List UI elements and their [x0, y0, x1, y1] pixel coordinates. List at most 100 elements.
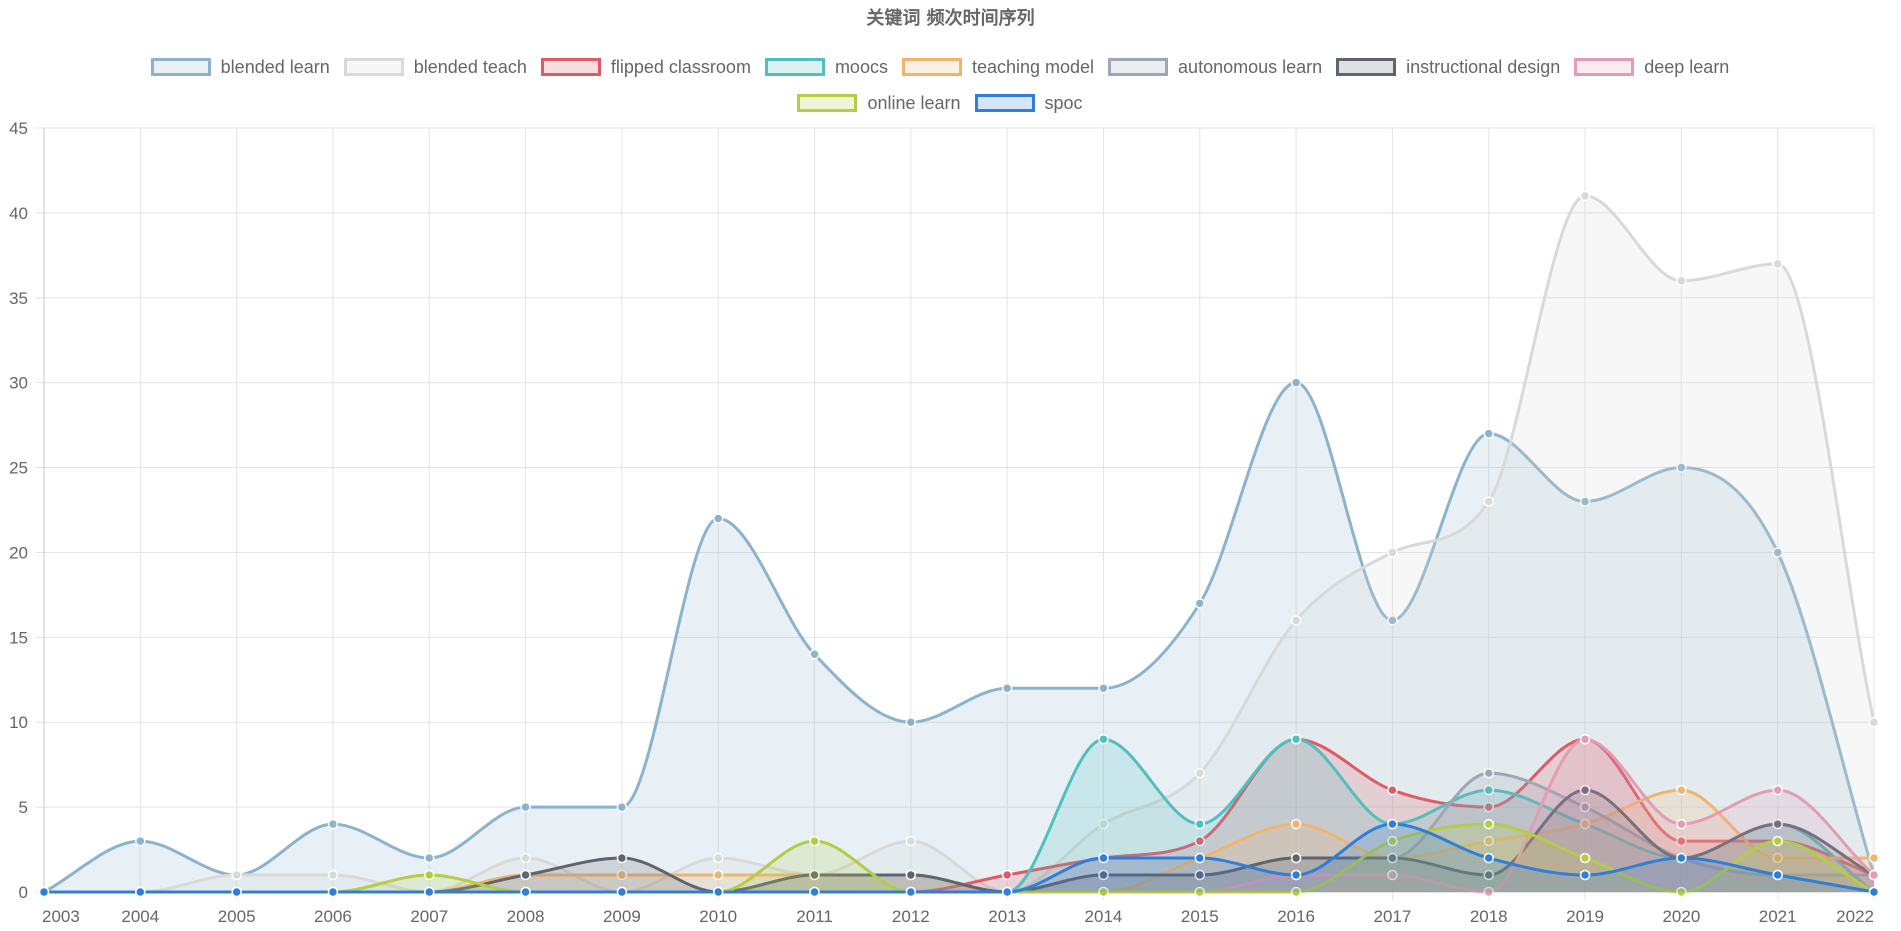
data-point-spoc	[712, 886, 724, 898]
data-point-deep-learn	[1483, 886, 1494, 898]
legend-swatch	[974, 94, 1035, 112]
data-point-instructional-design	[1579, 784, 1591, 796]
data-point-blended-teach	[520, 852, 531, 864]
data-point-moocs	[1290, 733, 1302, 745]
series-area-deep-learn	[44, 739, 1874, 892]
data-point-moocs	[1483, 784, 1494, 796]
data-point-online-learn	[1676, 886, 1687, 898]
x-tick-label: 2003	[42, 907, 80, 926]
series-area-instructional-design	[44, 790, 1874, 892]
data-point-flipped-classroom	[1387, 784, 1398, 796]
data-point-instructional-design	[1290, 852, 1302, 864]
data-point-online-learn	[1483, 818, 1494, 830]
legend-label: instructional design	[1406, 56, 1561, 77]
data-point-moocs	[1098, 733, 1109, 745]
data-point-blended-learn	[712, 513, 724, 524]
data-point-blended-learn	[1387, 615, 1398, 626]
data-point-online-learn	[1194, 886, 1206, 898]
legend-item-deep-learn[interactable]: deep learn	[1574, 54, 1729, 80]
legend-label: flipped classroom	[610, 56, 751, 77]
data-point-teaching-model	[712, 869, 724, 881]
data-point-teaching-model	[1676, 784, 1687, 796]
data-point-instructional-design	[809, 869, 820, 881]
x-tick-label: 2006	[314, 907, 352, 926]
data-point-online-learn	[1098, 886, 1109, 898]
legend-label: online learn	[867, 92, 961, 113]
data-point-teaching-model	[1483, 835, 1494, 847]
data-point-blended-learn	[327, 818, 339, 830]
data-point-blended-teach	[1579, 190, 1591, 202]
data-point-blended-learn	[616, 801, 628, 813]
data-point-instructional-design	[616, 852, 628, 864]
legend-item-flipped-classroom[interactable]: flipped classroom	[540, 54, 751, 80]
data-point-blended-learn	[809, 649, 820, 660]
data-point-online-learn	[809, 835, 820, 847]
x-tick-label: 2008	[507, 907, 545, 926]
x-tick-label: 2015	[1181, 907, 1219, 926]
data-point-instructional-design	[520, 869, 531, 881]
series-area-teaching-model	[44, 790, 1874, 892]
data-point-instructional-design	[1098, 869, 1109, 881]
data-point-spoc	[520, 886, 531, 898]
data-point-teaching-model	[1579, 818, 1591, 830]
x-tick-label: 2018	[1470, 907, 1508, 926]
data-point-instructional-design	[905, 869, 917, 881]
data-point-flipped-classroom	[1194, 835, 1206, 847]
legend-item-online-learn[interactable]: online learn	[797, 90, 961, 116]
legend-item-spoc[interactable]: spoc	[974, 90, 1083, 116]
data-point-spoc	[1194, 852, 1206, 864]
x-tick-label: 2022	[1836, 907, 1874, 926]
data-point-spoc	[1001, 886, 1013, 898]
legend-swatch	[540, 58, 601, 76]
data-point-teaching-model	[1868, 852, 1880, 864]
data-point-blended-teach	[327, 869, 339, 881]
legend-swatch	[150, 58, 211, 76]
data-point-blended-learn	[1290, 377, 1302, 388]
legend-item-teaching-model[interactable]: teaching model	[901, 54, 1094, 80]
legend-item-instructional-design[interactable]: instructional design	[1336, 54, 1560, 80]
data-point-spoc	[1579, 869, 1591, 881]
data-point-blended-learn	[1772, 547, 1783, 558]
x-tick-label: 2005	[218, 907, 256, 926]
data-point-blended-teach	[905, 835, 917, 847]
x-tick-label: 2017	[1374, 907, 1412, 926]
data-point-teaching-model	[616, 869, 628, 881]
data-point-blended-learn	[1483, 428, 1494, 439]
legend-item-moocs[interactable]: moocs	[764, 54, 888, 80]
series-area-blended-learn	[44, 382, 1874, 892]
legend-label: blended learn	[220, 56, 330, 77]
series-blended-learn	[38, 377, 1880, 898]
data-point-spoc	[231, 886, 242, 898]
data-point-blended-teach	[1772, 258, 1783, 270]
data-point-blended-teach	[1098, 818, 1109, 830]
legend-swatch	[764, 58, 825, 76]
legend-item-autonomous-learn[interactable]: autonomous learn	[1108, 54, 1322, 80]
chart-title: 关键词 频次时间序列	[866, 8, 1035, 29]
data-point-flipped-classroom	[1676, 835, 1687, 847]
legend-item-blended-learn[interactable]: blended learn	[150, 54, 330, 80]
data-point-online-learn	[1290, 886, 1302, 898]
y-tick-label: 45	[9, 119, 28, 138]
data-point-blended-teach	[1868, 716, 1880, 728]
data-point-spoc	[327, 886, 339, 898]
data-point-spoc	[1772, 869, 1783, 881]
data-point-spoc	[1290, 869, 1302, 881]
data-point-autonomous-learn	[1483, 767, 1494, 779]
y-tick-label: 35	[9, 289, 28, 308]
legend-item-blended-teach[interactable]: blended teach	[343, 54, 527, 80]
legend-label: moocs	[834, 56, 888, 77]
data-point-autonomous-learn	[1579, 801, 1591, 813]
x-tick-label: 2010	[699, 907, 737, 926]
legend-swatch	[343, 58, 404, 76]
y-tick-label: 0	[19, 883, 28, 902]
data-point-flipped-classroom	[1001, 869, 1013, 881]
legend-label: blended teach	[413, 56, 527, 77]
data-point-deep-learn	[1387, 869, 1398, 881]
data-point-blended-teach	[1194, 767, 1206, 779]
y-tick-label: 10	[9, 713, 28, 732]
data-point-instructional-design	[1194, 869, 1206, 881]
x-tick-label: 2016	[1277, 907, 1315, 926]
series-area-blended-teach	[44, 195, 1874, 892]
data-point-spoc	[905, 886, 917, 898]
